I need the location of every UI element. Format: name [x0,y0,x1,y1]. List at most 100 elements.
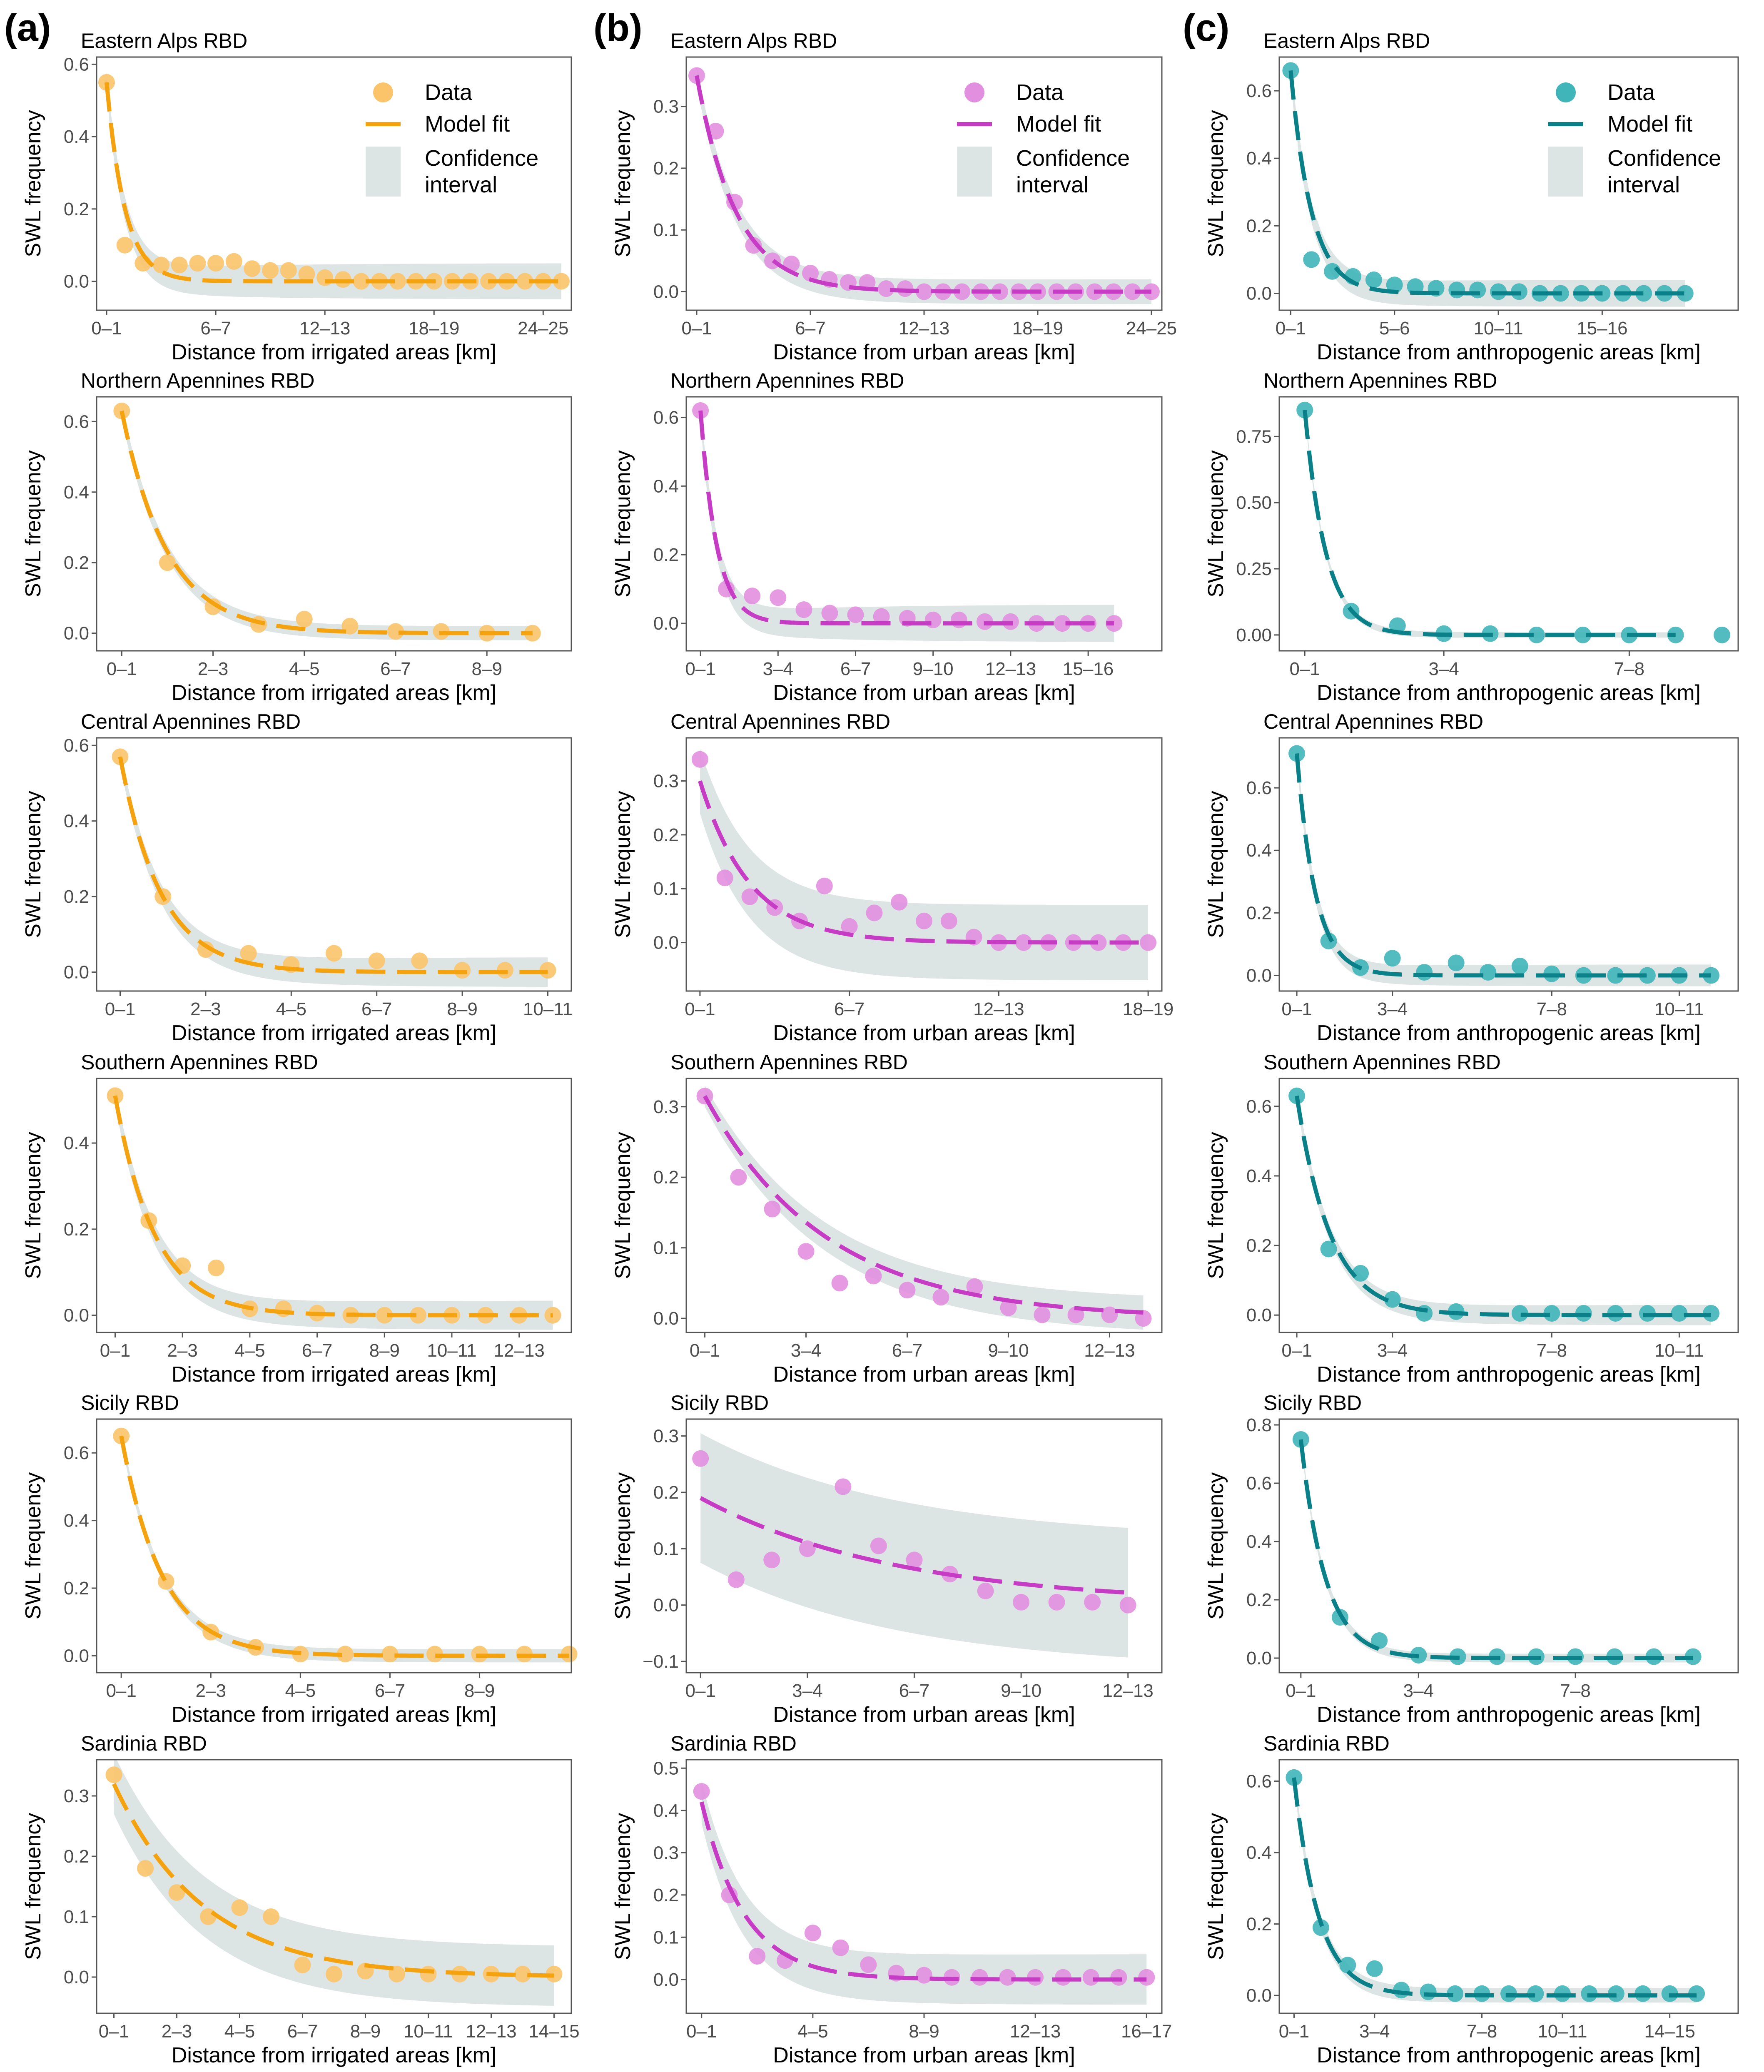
model-fit-line [1292,1777,1697,1998]
data-point [797,1243,815,1260]
x-axis-label: Distance from anthropogenic areas [km] [1317,1362,1701,1387]
data-point [1528,626,1545,643]
data-point [153,257,170,274]
data-point [296,610,313,628]
data-point [816,877,833,894]
data-point [749,1948,766,1965]
panel-title: Eastern Alps RBD [81,29,247,52]
data-point [1090,934,1107,951]
confidence-band [1301,1435,1693,1663]
legend-fit-label: Model fit [1607,112,1692,137]
data-point [137,1860,154,1877]
y-tick-label: 0.4 [64,811,89,832]
x-tick-label: 10–11 [1654,1340,1704,1361]
plot-frame [96,1759,572,2014]
y-tick-label: 0.0 [1246,965,1272,986]
y-tick-label: 0.4 [64,482,89,503]
legend-data-label: Data [1607,80,1655,105]
model-fit-line [1298,1439,1693,1660]
x-tick-label: 0–1 [99,2021,129,2042]
x-axis-label: Distance from urban areas [km] [773,1703,1075,1727]
x-tick-label: 12–13 [985,659,1036,679]
data-point [741,888,758,905]
plot-frame [685,1078,1163,1333]
plot-frame [685,56,1163,311]
x-tick-label: 12–13 [299,318,350,339]
chart-panel-b5: −0.1 0.0 0.1 0.2 0.3 0–1 3–4 6–7 9–10 12–13 Distan… [611,1391,1163,1727]
model-fit-line [698,780,1149,945]
data-point [516,273,533,290]
plot-frame [1278,737,1739,992]
data-point [244,260,261,277]
legend-fit-label: Model fit [425,112,510,137]
y-tick-label: 0.6 [1246,1096,1272,1117]
data-point [171,257,188,274]
data-point [1371,1632,1388,1649]
x-tick-label: 0–1 [1281,1340,1312,1361]
data-point [1312,1919,1329,1936]
x-tick-label: 8–9 [350,2021,381,2042]
y-tick-label: 0.1 [653,1539,679,1559]
x-tick-label: 12–13 [899,318,949,339]
x-axis-label: Distance from anthropogenic areas [km] [1317,1703,1701,1727]
y-axis-label: SWL frequency [1204,110,1228,257]
data-point [1034,1306,1051,1323]
x-tick-label: 7–8 [1537,1340,1567,1361]
y-tick-label: 0.75 [1236,426,1272,447]
plot-frame [685,1418,1163,1674]
data-point [381,1646,399,1663]
data-point [368,952,385,969]
data-point [1384,950,1401,967]
data-point [745,237,762,254]
x-axis-label: Distance from urban areas [km] [773,2043,1075,2067]
data-point [865,1268,882,1285]
data-point [326,1965,342,1982]
legend-data-label: Data [425,80,473,105]
x-axis-label: Distance from anthropogenic areas [km] [1317,2043,1701,2067]
x-tick-label: 16–17 [1121,2021,1172,2042]
model-fit-line [112,1783,554,1978]
x-tick-label: 6–7 [380,659,411,679]
panel-title: Sardinia RBD [670,1732,797,1755]
y-tick-label: 0.4 [64,1511,89,1531]
data-point [1048,1594,1065,1611]
model-fit-line [699,1801,1147,1982]
x-tick-label: 4–5 [797,2021,828,2042]
confidence-band [1291,60,1685,307]
x-tick-label: 2–3 [190,999,221,1019]
panel-title: Sicily RBD [670,1391,769,1415]
panel-title: Southern Apennines RBD [1263,1051,1501,1074]
y-tick-label: 0.0 [64,1967,89,1987]
legend-ci-label: interval [1016,172,1089,197]
y-tick-label: 0.6 [1246,81,1272,101]
x-tick-label: 0–1 [106,1681,136,1701]
data-point [1119,1596,1136,1614]
y-tick-label: 0.4 [1246,148,1272,169]
data-point [764,1200,781,1218]
y-tick-label: 0.0 [653,1970,679,1990]
data-point [1511,958,1528,974]
x-tick-label: 8–9 [369,1340,400,1361]
plot-frame [96,396,572,652]
x-axis-label: Distance from anthropogenic areas [km] [1317,340,1701,364]
y-axis-label: SWL frequency [21,110,45,257]
y-tick-label: 0.6 [64,411,89,432]
x-tick-label: 4–5 [289,659,319,679]
data-point [207,255,224,272]
data-point [860,1956,877,1973]
data-point [1420,1983,1437,2000]
x-tick-label: 10–11 [1654,999,1704,1019]
data-point [1084,1594,1101,1611]
x-tick-label: 14–15 [1644,2021,1695,2042]
data-point [832,1939,849,1956]
data-point [326,945,342,962]
data-point [1480,964,1497,981]
panel-title: Southern Apennines RBD [81,1051,318,1074]
x-tick-label: 2–3 [162,2021,192,2042]
y-axis-label: SWL frequency [21,1132,45,1279]
data-point [1384,1291,1401,1308]
y-tick-label: 0.3 [653,97,679,117]
